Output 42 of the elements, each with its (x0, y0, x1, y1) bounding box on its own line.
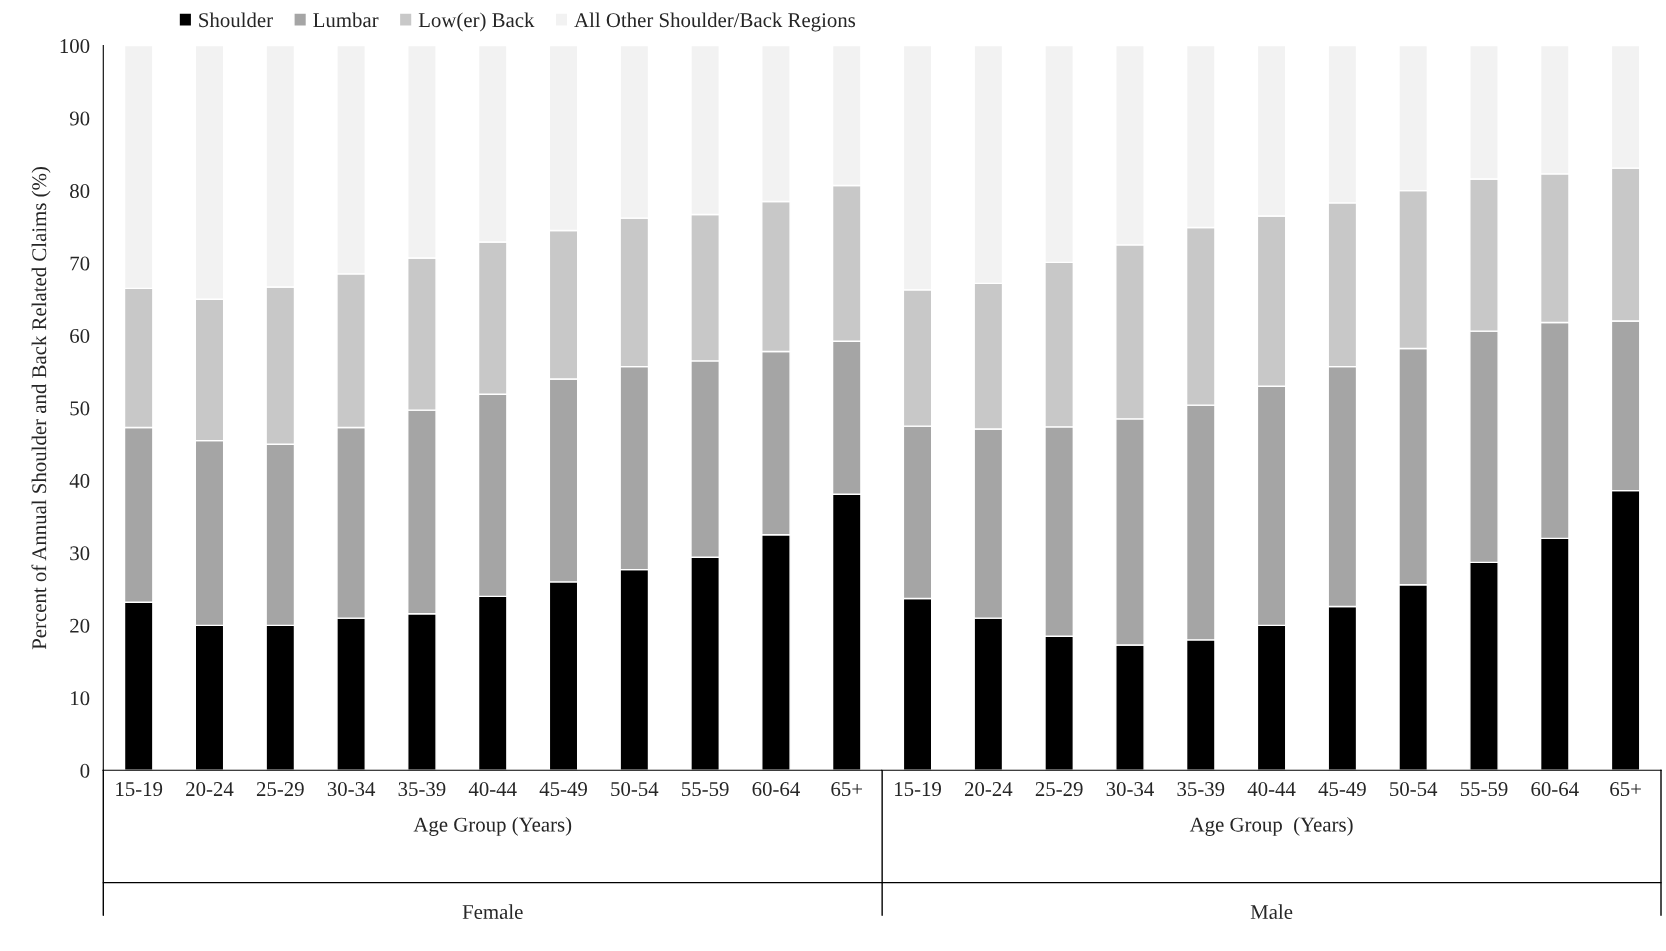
y-tick-label: 40 (69, 473, 90, 488)
y-tick-label: 10 (71, 691, 90, 706)
x-tick-label: 55-59 (682, 782, 729, 797)
x-tick-label: 50-54 (611, 782, 659, 797)
x-tick-label: 45-49 (539, 782, 587, 797)
x-tick-label: 35-39 (398, 782, 446, 797)
legend-label: Shoulder (199, 12, 273, 28)
x-axis-title: Age Group (Years) (413, 816, 572, 836)
x-tick-label: 20-24 (186, 782, 234, 797)
x-tick-label: 40-44 (1247, 782, 1296, 797)
y-tick-label: 80 (70, 183, 90, 199)
x-tick-label: 15-19 (895, 782, 941, 797)
y-axis-title: Percent of Annual Shoulder and Back Related Claims (%) (31, 167, 51, 650)
x-tick-label: 40-44 (468, 782, 517, 797)
text: Male (1250, 904, 1293, 920)
y-tick-label: 90 (69, 111, 90, 126)
x-tick-label: 45-49 (1318, 782, 1366, 797)
y-tick-label: 60 (70, 328, 90, 343)
legend-label: All Other Shoulder/Back Regions (574, 12, 856, 32)
y-tick-label: 0 (80, 763, 90, 778)
x-tick-label: 30-34 (327, 782, 376, 797)
x-tick-label: 25-29 (1035, 782, 1083, 797)
x-tick-label: 35-39 (1177, 782, 1225, 797)
text: Female (462, 904, 523, 920)
x-tick-label: 55-59 (1460, 782, 1508, 797)
legend-label: Low(er) Back (418, 12, 535, 32)
y-tick-label: 30 (70, 546, 90, 561)
x-tick-label: 30-34 (1106, 782, 1154, 797)
x-tick-label: 60-64 (1531, 782, 1579, 797)
x-tick-label: 15-19 (116, 782, 163, 797)
y-tick-label: 70 (70, 256, 90, 271)
y-tick-label: 50 (70, 401, 90, 416)
x-tick-label: 65+ (1610, 782, 1641, 797)
x-tick-label: 25-29 (256, 782, 304, 797)
x-tick-label: 65+ (831, 782, 863, 797)
x-tick-label: 50-54 (1390, 782, 1438, 797)
x-tick-label: 60-64 (752, 782, 800, 797)
x-axis-title: Age Group (Years) (1189, 816, 1353, 836)
legend-label: Lumbar (313, 12, 379, 28)
y-tick-label: 20 (70, 618, 90, 633)
y-tick-label: 100 (60, 39, 90, 54)
x-tick-label: 20-24 (964, 782, 1013, 797)
